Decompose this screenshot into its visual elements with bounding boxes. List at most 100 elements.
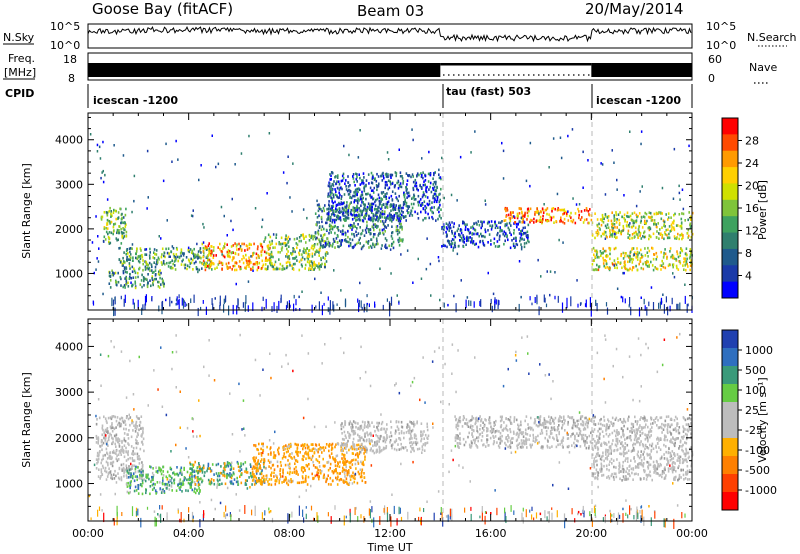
echo-cell-0-4-6: [308, 255, 311, 258]
echo-cell-1-0-149: [105, 470, 108, 474]
echo-cell-0-8-126: [541, 220, 543, 224]
sparse-echo-0-53: [96, 257, 98, 260]
echo-cell-0-4-20: [271, 242, 273, 245]
echo-cell-0-8-108: [558, 208, 560, 212]
echo-cell-1-4-93: [341, 422, 343, 425]
sparse-echo-0-193: [639, 190, 641, 193]
echo-cell-0-3-109: [230, 251, 233, 255]
echo-cell-1-4-224: [391, 446, 393, 450]
echo-cell-0-10-102: [667, 264, 670, 268]
echo-cell-0-3-172: [261, 267, 263, 270]
echo-cell-0-10-47: [648, 265, 650, 268]
echo-cell-0-10-105: [676, 250, 678, 253]
echo-cell-0-10-65: [669, 250, 671, 253]
echo-cell-1-4-196: [410, 430, 413, 433]
sparse-echo-0-106: [171, 160, 173, 163]
echo-cell-0-4-114: [310, 264, 312, 268]
echo-cell-0-4-248: [311, 255, 314, 258]
echo-cell-0-2-94: [172, 252, 175, 256]
echo-cell-1-0-136: [97, 436, 100, 439]
echo-cell-1-3-146: [251, 467, 254, 470]
echo-cell-0-4-45: [267, 246, 269, 249]
echo-cell-0-6-446: [332, 182, 334, 186]
echo-cell-0-9-147: [637, 236, 640, 239]
near-range-echo-0-172: [169, 296, 171, 307]
echo-cell-0-5-37: [336, 208, 338, 212]
echo-cell-0-3-128: [261, 245, 264, 249]
echo-cell-0-6-612: [431, 210, 434, 214]
echo-cell-0-7-171: [462, 245, 465, 248]
echo-cell-0-5-351: [318, 207, 321, 211]
echo-cell-0-6-426: [433, 200, 436, 204]
echo-cell-0-5-326: [362, 216, 365, 219]
echo-cell-1-3-10: [267, 480, 269, 483]
echo-cell-1-4-67: [416, 441, 419, 445]
echo-cell-0-6-226: [352, 175, 354, 178]
sparse-echo-0-26: [250, 255, 252, 258]
echo-cell-0-4-39: [281, 242, 284, 246]
echo-cell-0-0-76: [117, 238, 119, 242]
echo-cell-0-6-189: [418, 200, 421, 203]
echo-cell-0-2-27: [168, 255, 170, 258]
echo-cell-0-8-40: [520, 207, 522, 211]
echo-cell-0-10-87: [612, 262, 614, 266]
echo-cell-0-9-220: [614, 226, 616, 229]
echo-cell-0-5-384: [349, 237, 351, 241]
echo-cell-1-3-359: [334, 459, 336, 462]
echo-cell-0-7-223: [498, 238, 501, 241]
echo-cell-0-7-109: [451, 232, 454, 235]
echo-cell-1-0-211: [107, 431, 109, 435]
echo-cell-0-5-324: [334, 231, 336, 235]
sparse-echo-0-211: [459, 155, 462, 159]
echo-cell-1-3-81: [327, 483, 330, 486]
echo-cell-0-2-194: [147, 263, 150, 267]
sparse-echo-0-77: [441, 156, 443, 160]
echo-cell-0-3-78: [210, 249, 213, 253]
echo-cell-0-6-360: [363, 189, 366, 193]
near-range-echo-0-109: [178, 299, 180, 305]
echo-cell-0-9-76: [613, 223, 616, 226]
echo-cell-1-3-492: [252, 457, 254, 460]
sparse-echo-0-33: [268, 132, 271, 135]
near-range-echo-0-103: [545, 303, 548, 308]
echo-cell-1-3-333: [263, 463, 265, 466]
echo-cell-0-2-173: [126, 248, 129, 251]
sparse-echo-0-82: [567, 210, 569, 213]
echo-cell-1-4-229: [343, 438, 345, 441]
echo-cell-0-6-344: [429, 185, 431, 189]
echo-cell-1-1-228: [169, 466, 172, 470]
echo-cell-1-3-289: [287, 450, 289, 453]
echo-cell-0-6-498: [438, 173, 440, 176]
echo-cell-0-9-208: [677, 232, 679, 236]
echo-cell-0-6-293: [422, 171, 424, 174]
echo-cell-0-7-234: [448, 221, 451, 224]
echo-cell-1-1-178: [152, 478, 154, 482]
echo-cell-0-5-138: [364, 208, 367, 211]
echo-cell-0-5-381: [331, 227, 334, 231]
echo-cell-0-2-142: [174, 268, 177, 271]
echo-cell-0-9-123: [648, 237, 650, 241]
echo-cell-0-7-241: [473, 222, 475, 226]
sparse-echo-0-3: [612, 227, 614, 230]
echo-cell-0-6-381: [346, 201, 348, 204]
echo-cell-0-10-111: [598, 265, 600, 269]
echo-cell-0-0-83: [123, 235, 126, 238]
echo-cell-1-3-203: [318, 447, 321, 451]
echo-cell-0-9-241: [639, 221, 642, 224]
sparse-echo-0-187: [316, 199, 318, 203]
echo-cell-0-6-328: [397, 180, 400, 184]
echo-cell-0-5-402: [375, 211, 378, 214]
echo-cell-0-10-213: [629, 250, 632, 254]
echo-cell-0-4-231: [321, 236, 324, 240]
echo-cell-0-5-93: [378, 228, 381, 232]
echo-cell-0-6-116: [358, 187, 360, 190]
echo-cell-1-3-135: [291, 452, 293, 455]
echo-cell-1-0-179: [95, 434, 98, 438]
near-range-echo-0-47: [358, 299, 360, 308]
echo-cell-1-3-350: [336, 464, 339, 468]
echo-cell-0-4-37: [298, 268, 301, 272]
echo-cell-1-3-67: [268, 461, 271, 464]
echo-cell-0-5-409: [398, 239, 400, 242]
echo-cell-0-0-12: [125, 223, 127, 226]
